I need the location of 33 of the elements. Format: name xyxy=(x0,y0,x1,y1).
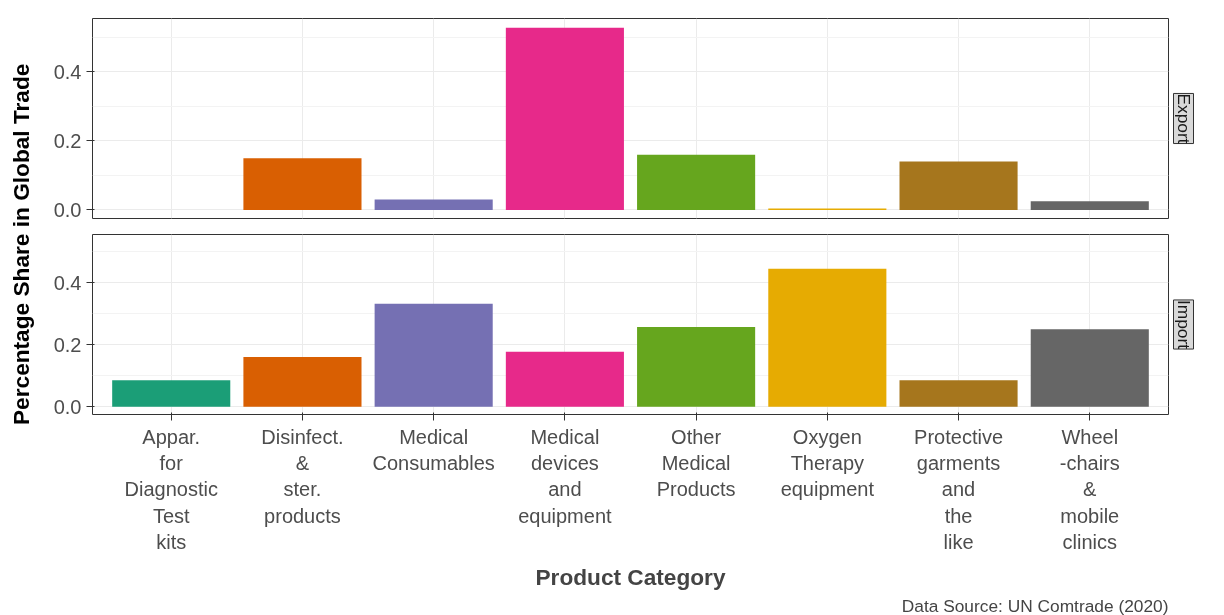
y-tick-label: 0.0 xyxy=(53,198,82,221)
bar xyxy=(243,158,362,210)
bar xyxy=(899,380,1018,407)
bar xyxy=(1030,329,1149,407)
x-tick-label: Medical Consumables xyxy=(372,425,495,474)
y-tick-label: 0.2 xyxy=(53,333,82,356)
x-tick-label: Protective garments and the like xyxy=(914,425,1004,554)
x-tick-label: Disinfect. & ster. products xyxy=(261,425,344,527)
y-tick-label: 0.2 xyxy=(53,129,82,152)
x-axis-title: Product Category xyxy=(535,564,726,591)
y-tick-label: 0.4 xyxy=(53,271,82,294)
x-tick-label: Other Medical Products xyxy=(656,425,736,501)
x-tick-label: Appar. for Diagnostic Test kits xyxy=(124,425,218,554)
y-tick-label: 0.0 xyxy=(53,395,82,418)
y-axis-title: Percentage Share in Global Trade xyxy=(7,63,35,425)
bar xyxy=(768,268,887,407)
bar xyxy=(899,161,1018,210)
text: Import xyxy=(1173,299,1194,350)
x-tick-label: Wheel -chairs & mobile clinics xyxy=(1059,425,1120,554)
bar xyxy=(1030,201,1149,210)
bar xyxy=(505,27,624,210)
bar xyxy=(112,380,231,407)
x-tick-label: Oxygen Therapy equipment xyxy=(780,425,875,501)
bar xyxy=(374,199,493,210)
bar xyxy=(243,357,362,407)
bar xyxy=(637,326,756,407)
source-note: Data Source: UN Comtrade (2020) xyxy=(901,595,1169,615)
y-tick-label: 0.4 xyxy=(53,60,82,83)
bar xyxy=(374,303,493,407)
bar xyxy=(505,351,624,407)
x-tick-label: Medical devices and equipment xyxy=(518,425,613,527)
bar xyxy=(637,154,756,210)
text: Export xyxy=(1173,93,1194,144)
